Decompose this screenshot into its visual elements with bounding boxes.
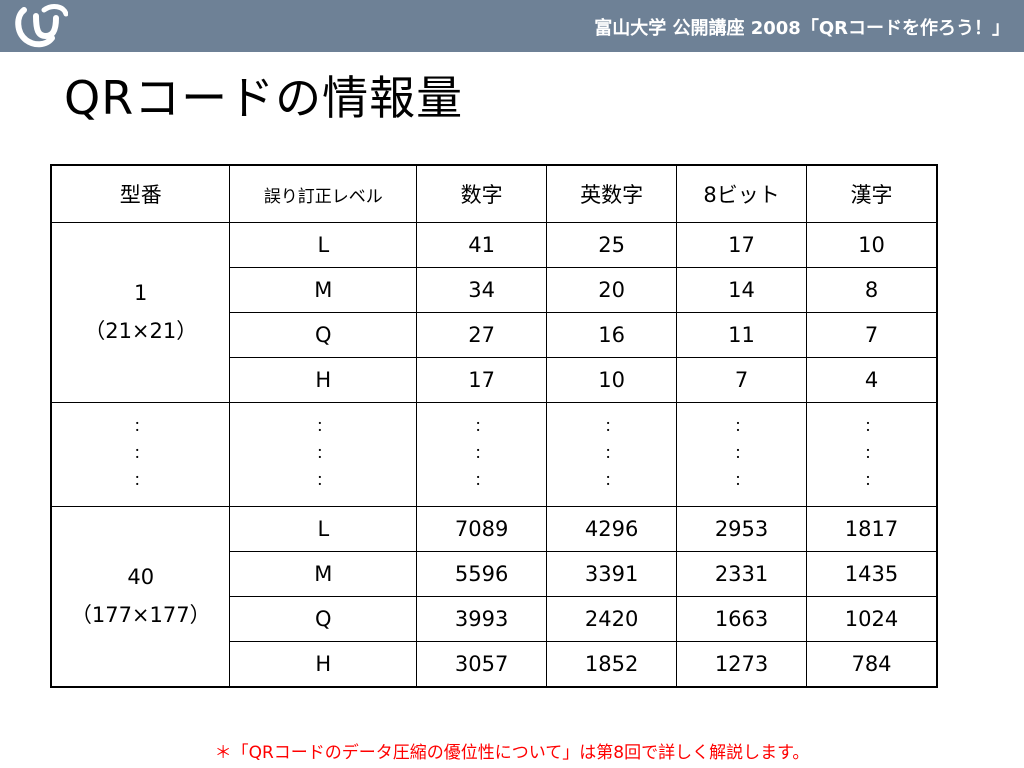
version-number: 1 [134, 280, 148, 305]
version-number: 40 [127, 564, 155, 589]
page-title: QRコードの情報量 [64, 71, 464, 125]
table-row: 1 （21×21） L 41 25 17 10 [50, 222, 938, 403]
header-numeric: 数字 [416, 164, 548, 223]
header-error-correction: 誤り訂正レベル [229, 164, 418, 223]
byte-cell: 11 [676, 312, 808, 358]
kanji-cell: 784 [806, 641, 938, 688]
numeric-cell: 34 [416, 267, 548, 313]
numeric-cell: 3057 [416, 641, 548, 688]
qr-capacity-table: 型番 誤り訂正レベル 数字 英数字 8ビット 漢字 1 （21×21） L 41… [50, 164, 938, 688]
byte-cell: 1663 [676, 596, 808, 642]
level-cell: L [229, 506, 418, 552]
table-row: Q 3993 2420 1663 1024 [51, 596, 938, 642]
byte-cell: 14 [676, 267, 808, 313]
level-cell: M [229, 267, 418, 313]
header-8bit: 8ビット [676, 164, 808, 223]
alnum-cell: 2420 [546, 596, 678, 642]
ellipsis-text: ： ： ： [864, 418, 879, 490]
alnum-cell: 4296 [546, 506, 678, 552]
footnote: ＊「QRコードのデータ圧縮の優位性について」は第8回で詳しく解説します。 [214, 743, 810, 763]
table-row: H 17 10 7 4 [51, 357, 938, 403]
numeric-cell: 3993 [416, 596, 548, 642]
kanji-cell: 1024 [806, 596, 938, 642]
header-kanji: 漢字 [806, 164, 938, 223]
ellipsis-text: ： ： ： [474, 418, 489, 490]
ellipsis-text: ： ： ： [604, 418, 619, 490]
ellipsis-cell: ： ： ： [676, 402, 808, 507]
version-size: （21×21） [84, 318, 198, 343]
alnum-cell: 3391 [546, 551, 678, 597]
alnum-cell: 25 [546, 222, 678, 268]
alnum-cell: 16 [546, 312, 678, 358]
version-size: （177×177） [70, 602, 211, 627]
ellipsis-text: ： ： ： [133, 418, 148, 490]
header-version: 型番 [50, 164, 231, 223]
level-cell: Q [229, 596, 418, 642]
alnum-cell: 1852 [546, 641, 678, 688]
header-bar: 富山大学 公開講座 2008「QRコードを作ろう！」 [0, 0, 1024, 52]
table-row: M 34 20 14 8 [51, 267, 938, 313]
alnum-cell: 10 [546, 357, 678, 403]
byte-cell: 2953 [676, 506, 808, 552]
ellipsis-text: ： ： ： [734, 418, 749, 490]
table-row: H 3057 1852 1273 784 [51, 641, 938, 688]
level-cell: H [229, 641, 418, 688]
ellipsis-cell: ： ： ： [806, 402, 938, 507]
level-cell: Q [229, 312, 418, 358]
numeric-cell: 7089 [416, 506, 548, 552]
kanji-cell: 10 [806, 222, 938, 268]
byte-cell: 17 [676, 222, 808, 268]
version-cell: 40 （177×177） [50, 506, 231, 688]
level-cell: M [229, 551, 418, 597]
ellipsis-cell: ： ： ： [50, 402, 231, 507]
header-title: 富山大学 公開講座 2008「QRコードを作ろう！」 [594, 18, 1010, 39]
level-cell: L [229, 222, 418, 268]
numeric-cell: 5596 [416, 551, 548, 597]
ellipsis-cell: ： ： ： [229, 402, 418, 507]
byte-cell: 2331 [676, 551, 808, 597]
university-logo-icon [15, 4, 68, 48]
ellipsis-cell: ： ： ： [416, 402, 548, 507]
kanji-cell: 1817 [806, 506, 938, 552]
header-alphanumeric: 英数字 [546, 164, 678, 223]
byte-cell: 7 [676, 357, 808, 403]
kanji-cell: 7 [806, 312, 938, 358]
version-cell: 1 （21×21） [50, 222, 231, 403]
numeric-cell: 27 [416, 312, 548, 358]
byte-cell: 1273 [676, 641, 808, 688]
ellipsis-row: ： ： ： ： ： ： ： ： ： ： ： ： ： ： ： ： ： ： [50, 402, 938, 507]
numeric-cell: 41 [416, 222, 548, 268]
table-row: Q 27 16 11 7 [51, 312, 938, 358]
table-row: M 5596 3391 2331 1435 [51, 551, 938, 597]
kanji-cell: 4 [806, 357, 938, 403]
table-header-row: 型番 誤り訂正レベル 数字 英数字 8ビット 漢字 [50, 164, 938, 223]
kanji-cell: 1435 [806, 551, 938, 597]
alnum-cell: 20 [546, 267, 678, 313]
numeric-cell: 17 [416, 357, 548, 403]
level-cell: H [229, 357, 418, 403]
ellipsis-cell: ： ： ： [546, 402, 678, 507]
ellipsis-text: ： ： ： [316, 418, 331, 490]
table-row: 40 （177×177） L 7089 4296 2953 1817 [50, 506, 938, 688]
kanji-cell: 8 [806, 267, 938, 313]
